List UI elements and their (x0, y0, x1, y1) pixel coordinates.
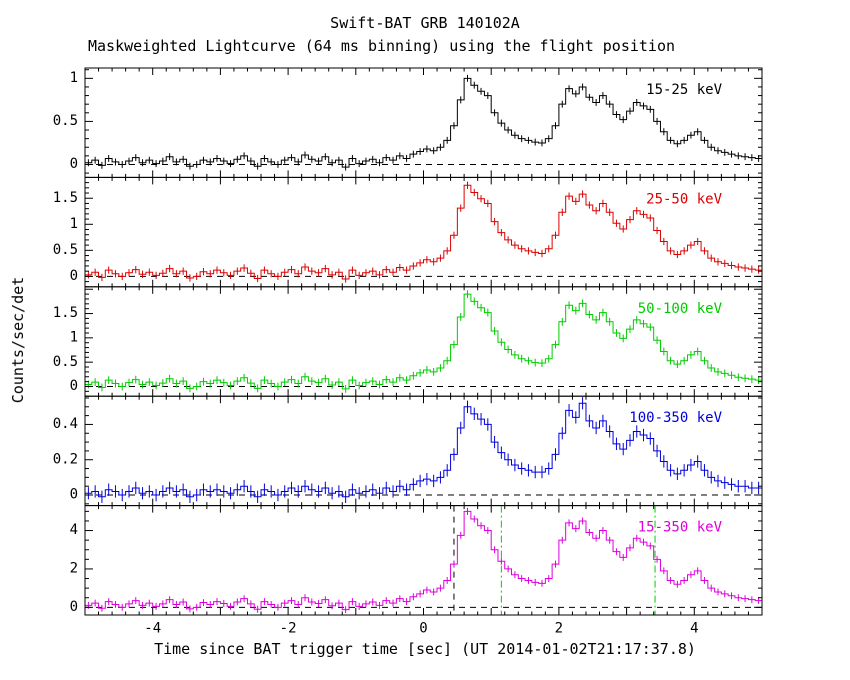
chart-title: Swift-BAT GRB 140102A (330, 14, 520, 32)
chart-subtitle: Maskweighted Lightcurve (64 ms binning) … (88, 37, 675, 55)
y-axis-label: Counts/sec/det (9, 276, 27, 404)
x-axis-label: Time since BAT trigger time [sec] (UT 20… (154, 640, 696, 658)
